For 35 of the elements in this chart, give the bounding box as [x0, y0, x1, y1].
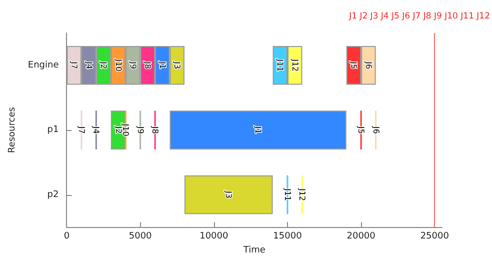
y-tick-label: p1 — [47, 125, 59, 136]
series-label: J3 — [172, 60, 182, 70]
text: J12 — [298, 187, 307, 202]
y-axis-title: Resources — [8, 106, 18, 154]
y-tick-label: Engine — [28, 60, 60, 70]
text: J4 — [84, 62, 94, 70]
x-tick-label: 25000 — [420, 232, 450, 242]
text: J7 — [70, 62, 79, 70]
x-tick-label: 20000 — [346, 232, 376, 242]
text: J4 — [92, 125, 101, 134]
text: J6 — [371, 125, 380, 134]
text: J9 — [136, 125, 145, 134]
text: J6 — [364, 62, 373, 70]
x-tick-label: 15000 — [273, 232, 302, 242]
text: J3 — [224, 191, 234, 198]
text: J8 — [150, 125, 160, 134]
text: J11 — [282, 187, 292, 202]
text: J10 — [114, 59, 123, 72]
x-axis-title: Time — [242, 246, 266, 256]
text: J8 — [143, 62, 152, 70]
text: J7 — [76, 125, 86, 134]
text: J2 — [99, 62, 108, 70]
text: J9 — [128, 62, 138, 70]
text: J1 J2 J3 J4 J5 J6 J7 J8 J9 J10 J11 J12 — [348, 12, 490, 22]
text: J11 — [276, 59, 285, 72]
text: J10 — [121, 122, 130, 136]
series-label: J1 — [158, 60, 167, 70]
text: J5 — [356, 125, 366, 134]
x-tick-label: 0 — [64, 232, 70, 242]
y-tick-label: p2 — [47, 190, 59, 200]
text: J1 — [254, 126, 263, 134]
text: J5 — [349, 62, 358, 70]
x-tick-label: 10000 — [200, 232, 228, 242]
text: J12 — [290, 59, 300, 72]
x-tick-label: 5000 — [128, 232, 152, 242]
